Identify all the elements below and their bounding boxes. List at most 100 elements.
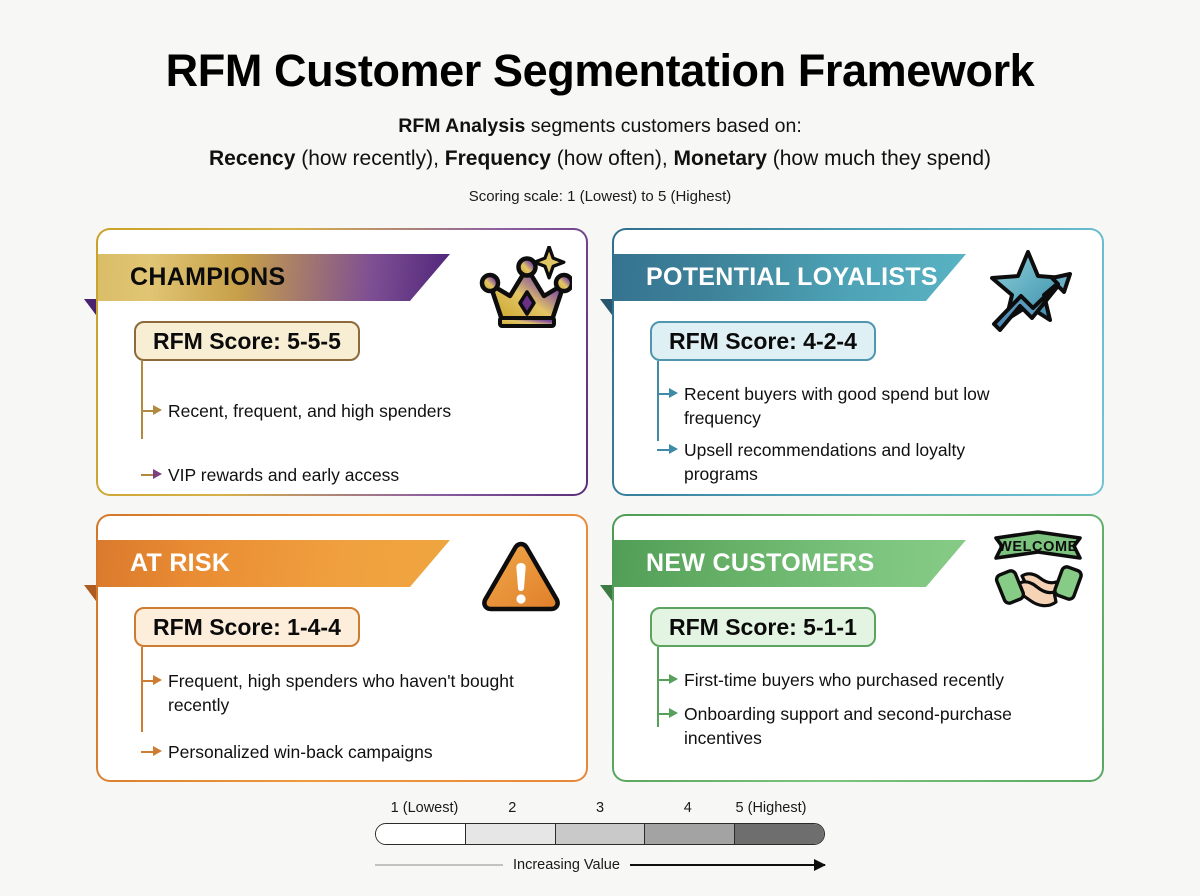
warning-triangle-icon: [480, 538, 562, 619]
card-banner-potential-loyalists: POTENTIAL LOYALISTS: [614, 254, 966, 301]
legend-tick-2: 2: [508, 800, 517, 816]
connector-arm: [657, 679, 670, 681]
segment-card-champions[interactable]: CHAMPIONS RFM Score: 5-5-5 Recent, frequ…: [84, 228, 588, 496]
legend-segment-4: [645, 824, 736, 844]
legend-segment-5: [735, 824, 824, 844]
subtitle-rfm-analysis-bold: RFM Analysis: [398, 114, 526, 137]
bullet-text: Recent buyers with good spend but low fr…: [684, 384, 990, 429]
connector-arm: [141, 474, 154, 476]
segment-card-potential-loyalists[interactable]: POTENTIAL LOYALISTS RFM Score: 4-2-4 Rec…: [600, 228, 1104, 496]
star-growth-arrow-icon: [988, 246, 1088, 343]
card-banner-at-risk: AT RISK: [98, 540, 450, 587]
bullet-list-champions: Recent, frequent, and high spenders VIP …: [134, 361, 562, 489]
segment-card-grid: CHAMPIONS RFM Score: 5-5-5 Recent, frequ…: [84, 228, 1104, 782]
rfm-score-text-new-customers: RFM Score: 5-1-1: [669, 613, 857, 640]
legend-segment-3: [555, 824, 646, 844]
subtitle-line-1-rest: segments customers based on:: [525, 114, 802, 137]
arrow-head-icon: [153, 469, 162, 479]
bullet-text: Frequent, high spenders who haven't boug…: [168, 671, 514, 716]
recency-rest: (how recently),: [295, 146, 445, 170]
list-item: First-time buyers who purchased recently: [650, 668, 1042, 694]
card-title-champions: CHAMPIONS: [130, 263, 286, 291]
legend-arrow-right-icon: [629, 859, 827, 871]
segment-card-new-customers[interactable]: NEW CUSTOMERS RFM Score: 5-1-1 First-tim…: [600, 514, 1104, 782]
rfm-score-badge-new-customers: RFM Score: 5-1-1: [650, 607, 876, 647]
banner-fold: [600, 299, 612, 315]
legend-tick-4: 4: [683, 800, 692, 816]
rfm-score-text-potential-loyalists: RFM Score: 4-2-4: [669, 327, 857, 354]
connector-arm: [141, 680, 154, 682]
frequency-rest: (how often),: [550, 146, 674, 170]
bullet-list-new-customers: First-time buyers who purchased recently…: [650, 647, 1078, 750]
rfm-score-badge-champions: RFM Score: 5-5-5: [134, 321, 360, 361]
legend-tick-5: 5 (Highest): [735, 800, 807, 816]
arrow-head-icon: [153, 405, 162, 415]
recency-bold: Recency: [208, 146, 296, 170]
rfm-score-badge-potential-loyalists: RFM Score: 4-2-4: [650, 321, 876, 361]
bullet-list-potential-loyalists: Recent buyers with good spend but low fr…: [650, 361, 1078, 487]
banner-fold: [84, 299, 96, 315]
connector-arm: [141, 751, 154, 754]
welcome-handshake-icon: WELCOME: [988, 528, 1088, 619]
banner-fold: [84, 585, 96, 601]
connector-arm: [657, 393, 670, 395]
connector-trunk: [657, 647, 659, 727]
card-banner-champions: CHAMPIONS: [98, 254, 450, 301]
list-item: Recent buyers with good spend but low fr…: [650, 382, 1042, 430]
card-title-new-customers: NEW CUSTOMERS: [646, 549, 875, 577]
arrow-head-icon: [153, 746, 162, 757]
legend-tick-labels: 1 (Lowest) 2 3 4 5 (Highest): [375, 800, 825, 820]
rfm-score-badge-at-risk: RFM Score: 1-4-4: [134, 607, 360, 647]
arrow-head-icon: [153, 675, 162, 685]
card-title-potential-loyalists: POTENTIAL LOYALISTS: [646, 263, 938, 291]
monetary-bold: Monetary: [673, 146, 767, 170]
banner-fold: [600, 585, 612, 601]
card-banner-new-customers: NEW CUSTOMERS: [614, 540, 966, 587]
frequency-bold: Frequency: [444, 146, 551, 170]
welcome-badge-label: WELCOME: [998, 539, 1078, 555]
monetary-rest: (how much they spend): [766, 146, 991, 170]
legend-segment-1: [376, 824, 466, 844]
bullet-list-at-risk: Frequent, high spenders who haven't boug…: [134, 647, 562, 766]
arrow-head-icon: [669, 708, 678, 718]
card-title-at-risk: AT RISK: [130, 549, 231, 577]
subtitle-line-2: Recency (how recently), Frequency (how o…: [0, 145, 1200, 173]
scoring-scale-note: Scoring scale: 1 (Lowest) to 5 (Highest): [468, 188, 732, 206]
segment-card-at-risk[interactable]: AT RISK RFM Score: 1-4-4 Frequent, high …: [84, 514, 588, 782]
rfm-score-text-champions: RFM Score: 5-5-5: [153, 327, 341, 354]
bullet-text: VIP rewards and early access: [168, 465, 400, 485]
bullet-text: Personalized win-back campaigns: [168, 742, 433, 763]
connector-arm: [141, 410, 154, 412]
subtitle-line-1: RFM Analysis segments customers based on…: [0, 113, 1200, 139]
connector-trunk: [657, 361, 659, 441]
legend-tick-3: 3: [595, 800, 605, 816]
bullet-text: Onboarding support and second-purchase i…: [684, 704, 1012, 749]
rfm-score-text-at-risk: RFM Score: 1-4-4: [153, 613, 341, 640]
arrow-head-icon: [669, 444, 678, 455]
list-item: VIP rewards and early access: [134, 463, 562, 489]
scoring-scale-legend: 1 (Lowest) 2 3 4 5 (Highest) Increasing …: [375, 800, 827, 874]
bullet-text: Upsell recommendations and loyalty progr…: [684, 440, 966, 485]
crown-icon: [476, 245, 575, 339]
arrow-head-icon: [669, 388, 678, 398]
connector-trunk: [141, 361, 143, 439]
page-header: RFM Customer Segmentation Framework RFM …: [0, 0, 1200, 205]
bullet-text: Recent, frequent, and high spenders: [168, 401, 452, 421]
list-item: Frequent, high spenders who haven't boug…: [134, 669, 526, 717]
list-item: Personalized win-back campaigns: [134, 740, 526, 766]
legend-segment-2: [465, 824, 556, 844]
connector-arm: [657, 713, 670, 715]
increasing-value-row: Increasing Value: [375, 856, 827, 874]
list-item: Upsell recommendations and loyalty progr…: [650, 438, 1042, 486]
scoring-scale-bar: [375, 823, 825, 845]
increasing-value-label: Increasing Value: [513, 857, 620, 873]
list-item: Recent, frequent, and high spenders: [134, 399, 562, 425]
legend-rule-left: [375, 864, 503, 866]
bullet-text: First-time buyers who purchased recently: [684, 670, 1004, 690]
list-item: Onboarding support and second-purchase i…: [650, 702, 1042, 750]
connector-trunk: [141, 647, 143, 732]
connector-arm: [657, 449, 670, 452]
arrow-head-icon: [669, 674, 678, 684]
legend-tick-1: 1 (Lowest): [390, 800, 459, 816]
page-title: RFM Customer Segmentation Framework: [165, 45, 1035, 96]
